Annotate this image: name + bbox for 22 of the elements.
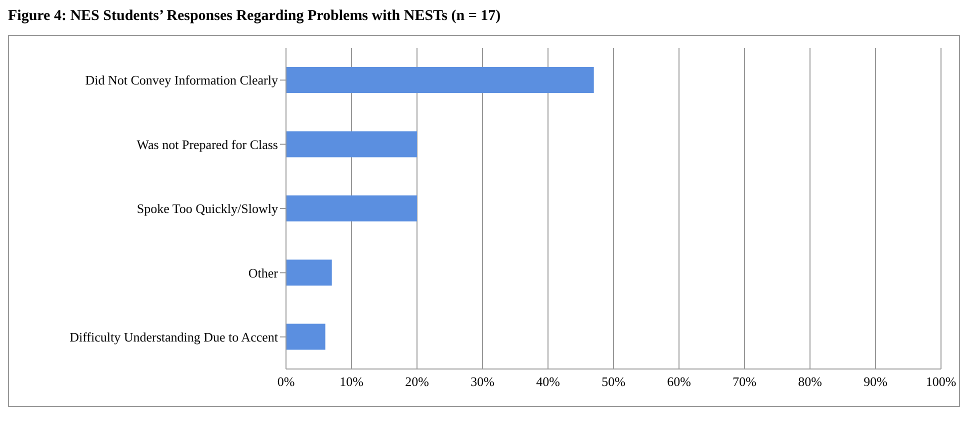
x-tick-label: 10% (340, 374, 364, 390)
x-tick-label: 90% (864, 374, 888, 390)
x-tick-label: 60% (667, 374, 692, 390)
x-tick-label: 20% (405, 374, 430, 390)
x-tick-label: 70% (732, 374, 757, 390)
y-tick-label: Other (248, 265, 279, 280)
y-tick-label: Spoke Too Quickly/Slowly (136, 201, 278, 216)
chart-title: Figure 4: NES Students’ Responses Regarding Problems with NESTs (n = 17) (8, 8, 502, 25)
y-tick-label: Difficulty Understanding Due to Accent (70, 330, 278, 345)
x-tick-label: 40% (536, 374, 560, 390)
x-tick-label: 100% (926, 374, 956, 390)
y-tick-label: Was not Prepared for Class (136, 136, 278, 152)
y-tick-label: Did Not Convey Information Clearly (85, 72, 278, 88)
x-tick-label: 50% (602, 374, 626, 390)
bar (286, 260, 332, 286)
bar (286, 195, 417, 222)
bar (286, 131, 417, 158)
x-tick-label: 30% (470, 374, 495, 390)
x-tick-label: 80% (798, 374, 822, 390)
x-tick-label: 0% (277, 374, 295, 390)
bar (286, 67, 594, 93)
bar (286, 324, 326, 350)
